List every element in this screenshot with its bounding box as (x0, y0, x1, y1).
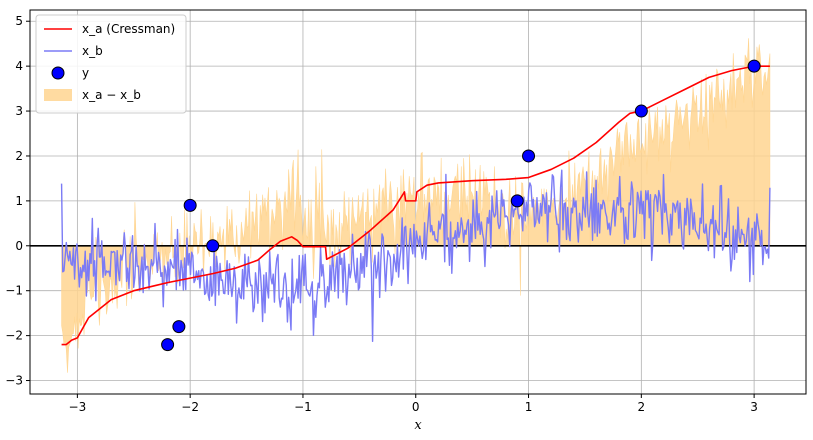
y-tick-label: −3 (5, 374, 23, 388)
legend: x_a (Cressman) x_by x_a − x_b (36, 15, 186, 113)
y-tick-label: 4 (15, 59, 23, 73)
observation-point (207, 240, 219, 252)
y-tick-label: 5 (15, 14, 23, 28)
x-tick-label: 2 (638, 400, 646, 414)
legend-swatch-observations (52, 67, 64, 79)
y-tick-label: 2 (15, 149, 23, 163)
x-tick-label: −3 (69, 400, 87, 414)
legend-label-analysis: x_a (Cressman) (82, 22, 175, 36)
y-tick-label: 3 (15, 104, 23, 118)
y-tick-label: −1 (5, 284, 23, 298)
x-tick-label: −1 (294, 400, 312, 414)
legend-swatch-increment (44, 89, 72, 101)
y-tick-label: 0 (15, 239, 23, 253)
y-tick-label: −2 (5, 329, 23, 343)
observation-point (523, 150, 535, 162)
x-tick-label: 1 (525, 400, 533, 414)
x-tick-label: 0 (412, 400, 420, 414)
y-tick-label: 1 (15, 194, 23, 208)
observation-point (184, 199, 196, 211)
x-tick-label: −2 (181, 400, 199, 414)
observation-point (748, 60, 760, 72)
observation-point (173, 321, 185, 333)
legend-label-increment: x_a − x_b (82, 88, 141, 102)
x-axis-label: x (414, 418, 422, 433)
observation-point (635, 105, 647, 117)
legend-label-observations: y (82, 66, 89, 80)
observation-point (162, 339, 174, 351)
observation-point (511, 195, 523, 207)
legend-label-background: x_b (82, 44, 103, 58)
x-tick-label: 3 (750, 400, 758, 414)
